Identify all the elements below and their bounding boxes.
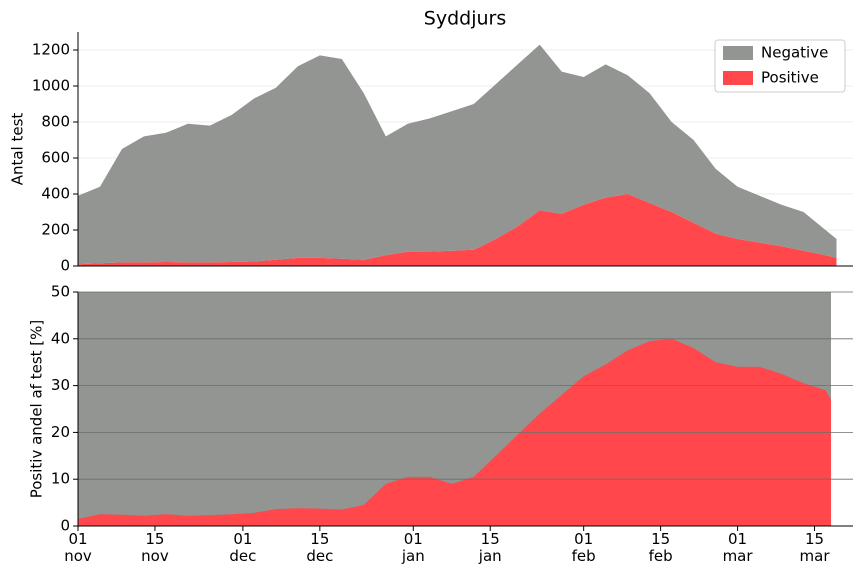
y-tick-label: 30 (51, 376, 70, 394)
area (78, 194, 837, 266)
y-tick-label: 0 (60, 257, 70, 275)
x-tick-label: 15 feb (648, 530, 673, 565)
x-tick-label: 15 mar (799, 530, 830, 565)
y-tick-label: 800 (41, 113, 70, 131)
plot (78, 292, 832, 526)
y-tick-label: 0 (60, 517, 70, 535)
y-tick-label: 400 (41, 185, 70, 203)
x-tick-label: 01 dec (229, 530, 257, 565)
x-tick-label: 01 jan (401, 530, 425, 565)
x-tick-label: 01 feb (571, 530, 596, 565)
y-tick-label: 10 (51, 470, 70, 488)
legend-label: Positive (761, 69, 819, 87)
x-tick-label: 15 nov (141, 530, 169, 565)
y-tick-label: 20 (51, 423, 70, 441)
y-tick-label: 50 (51, 283, 70, 301)
chart-title: Syddjurs (424, 8, 506, 30)
legend-swatch (723, 71, 753, 85)
y-tick-label: 200 (41, 221, 70, 239)
plot (78, 44, 837, 266)
x-tick-label: 15 jan (478, 530, 502, 565)
y-axis-label: Positiv andel af test [%] (28, 320, 46, 499)
y-tick-label: 40 (51, 329, 70, 347)
y-tick-label: 1000 (32, 77, 70, 95)
area (78, 44, 837, 265)
x-tick-label: 15 dec (306, 530, 334, 565)
x-tick-label: 01 mar (722, 530, 753, 565)
y-tick-label: 1200 (32, 41, 70, 59)
legend-swatch (723, 46, 753, 60)
y-tick-label: 600 (41, 149, 70, 167)
y-axis-label: Antal test (9, 113, 27, 186)
x-tick-label: 01 nov (64, 530, 92, 565)
legend-label: Negative (761, 44, 828, 62)
